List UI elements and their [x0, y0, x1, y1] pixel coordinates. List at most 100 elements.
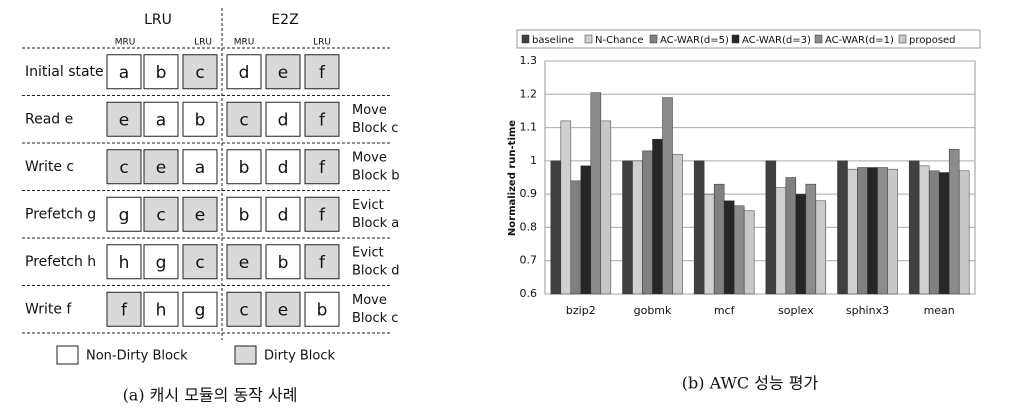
block-cell [106, 244, 142, 280]
block-label: f [319, 253, 326, 273]
column-header: E2Z [271, 12, 298, 28]
row-note: Block c [352, 311, 398, 326]
bar [765, 160, 777, 295]
block-label: f [319, 110, 326, 130]
bar [580, 165, 592, 295]
sub-header: LRU [313, 38, 331, 48]
legend-swatch [56, 345, 79, 365]
legend-label: AC-WAR(d=5) [660, 35, 729, 46]
x-tick-label: mean [924, 304, 955, 317]
block-label: f [319, 158, 326, 178]
block-label: a [119, 63, 129, 83]
block-cell [182, 54, 218, 90]
bar [958, 170, 970, 295]
legend-swatch [584, 34, 593, 44]
sub-header: MRU [115, 38, 136, 48]
bar [713, 183, 725, 295]
block-label: e [278, 63, 288, 83]
row-note: Block a [352, 216, 399, 231]
block-cell [182, 149, 218, 185]
y-axis-label: Normalized run-time [507, 120, 518, 236]
block-cell [182, 196, 218, 232]
block-label: d [278, 110, 289, 130]
column-header: LRU [144, 12, 172, 28]
block-label: f [319, 205, 326, 225]
block-label: b [239, 205, 250, 225]
x-tick-label: soplex [778, 304, 814, 317]
block-label: d [239, 63, 250, 83]
y-tick-label: 0.9 [520, 187, 538, 200]
bar [600, 120, 612, 295]
y-tick-label: 0.6 [520, 287, 538, 300]
row-label: Prefetch g [25, 206, 96, 222]
block-cell [304, 149, 340, 185]
row-label: Prefetch h [25, 254, 96, 270]
legend-swatch [898, 34, 907, 44]
block-label: b [278, 253, 289, 273]
legend-label: proposed [909, 35, 956, 46]
bar [662, 97, 673, 295]
row-label: Write c [25, 159, 74, 175]
legend-label: AC-WAR(d=1) [825, 35, 894, 46]
block-cell [226, 196, 262, 232]
bar [642, 150, 653, 295]
y-tick-label: 0.7 [520, 254, 538, 267]
bar [928, 170, 940, 295]
bar [938, 172, 950, 295]
block-cell [265, 101, 301, 137]
row-label: Write f [25, 301, 72, 317]
legend-label: AC-WAR(d=3) [742, 35, 811, 46]
bar [560, 120, 572, 295]
bar [857, 167, 868, 295]
block-cell [143, 196, 179, 232]
caption: (b) AWC 성능 평가 [682, 374, 819, 393]
bar [652, 138, 663, 295]
block-label: f [319, 63, 326, 83]
row-note: Evict [352, 198, 384, 213]
legend-label: baseline [532, 35, 574, 46]
block-label: e [156, 158, 166, 178]
bar [570, 180, 582, 295]
bar [887, 168, 898, 295]
bar [743, 210, 755, 295]
legend-frame [516, 29, 981, 49]
block-cell [265, 291, 301, 327]
block-cell [265, 54, 301, 90]
bar [785, 177, 797, 295]
row-note: Move [352, 150, 387, 165]
y-tick-label: 1 [530, 154, 537, 167]
bar [632, 160, 643, 295]
block-cell [106, 54, 142, 90]
block-cell [226, 291, 262, 327]
x-tick-label: gobmk [634, 304, 672, 317]
block-label: e [278, 300, 288, 320]
sub-header: LRU [194, 38, 212, 48]
row-note: Evict [352, 245, 384, 260]
block-cell [182, 291, 218, 327]
block-cell [106, 291, 142, 327]
bar [550, 160, 562, 295]
y-tick-label: 1.1 [520, 121, 538, 134]
block-label: c [156, 205, 165, 225]
block-cell [143, 149, 179, 185]
block-cell [226, 54, 262, 90]
block-cell [226, 244, 262, 280]
block-cell [106, 196, 142, 232]
block-cell [143, 101, 179, 137]
bar [693, 160, 705, 295]
x-tick-label: mcf [714, 304, 736, 317]
bar [877, 167, 888, 295]
legend-swatch [521, 34, 530, 44]
block-label: b [239, 158, 250, 178]
row-note: Move [352, 293, 387, 308]
bar [948, 148, 960, 295]
block-label: e [239, 253, 249, 273]
block-cell [265, 244, 301, 280]
legend-label: Dirty Block [264, 349, 336, 364]
block-cell [304, 244, 340, 280]
block-cell [182, 244, 218, 280]
x-tick-label: sphinx3 [846, 304, 889, 317]
block-label: c [239, 110, 248, 130]
block-label: d [278, 158, 289, 178]
block-cell [226, 101, 262, 137]
